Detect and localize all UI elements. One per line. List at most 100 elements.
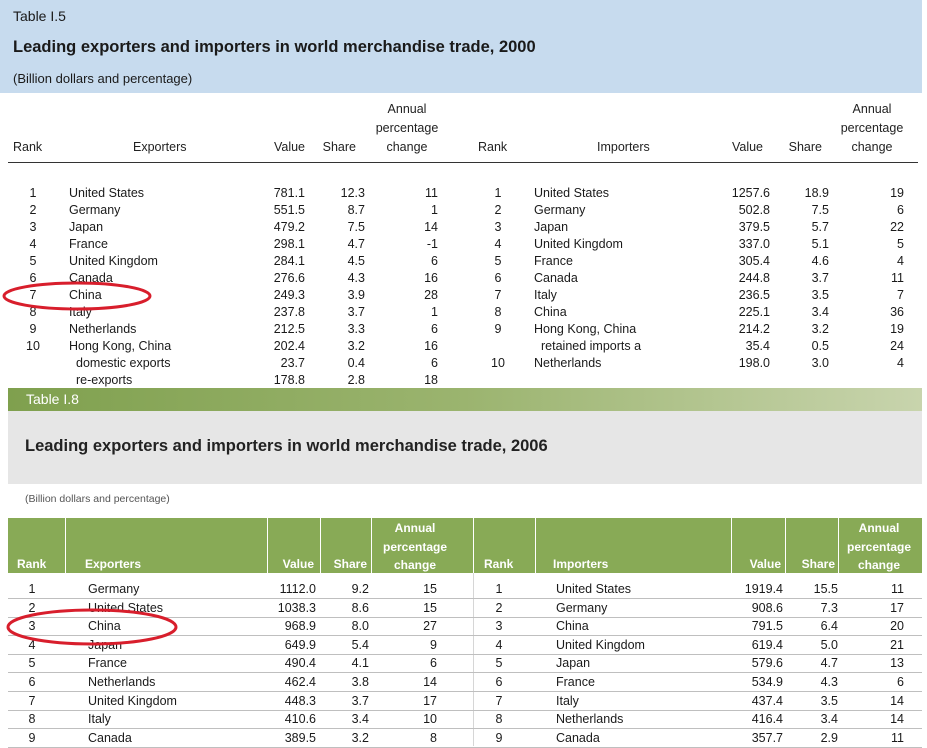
table-1-imp-change: 5	[897, 237, 904, 251]
table-1-exp-name: Hong Kong, China	[69, 339, 172, 353]
table-2-imp-change: 17	[890, 600, 904, 615]
table-1-exp-rank: 1	[29, 186, 37, 200]
table-1-exp-change: 28	[424, 288, 438, 302]
table-1-imp-share: 7.5	[811, 203, 829, 217]
table-2-exp-change: 27	[423, 619, 437, 634]
table-1-imp-value: 225.1	[738, 305, 770, 319]
table-1-exp-name: Germany	[69, 203, 121, 217]
table-2-imp-name: Netherlands	[556, 712, 624, 727]
t1-header-rank-exp: Rank	[13, 140, 43, 154]
table-2-imp-share: 3.5	[820, 693, 838, 708]
table-2-row-divider	[8, 709, 922, 711]
table-1-imp-share: 0.5	[811, 339, 829, 353]
table-2-unit-note: (Billion dollars and percentage)	[25, 493, 170, 505]
table-2-exp-change: 6	[430, 656, 437, 671]
table-2-exp-rank: 3	[28, 619, 36, 634]
t2-header-change-line3: change	[857, 558, 900, 572]
table-1-imp-name: retained imports a	[541, 339, 642, 353]
table-2-exp-name: United Kingdom	[88, 693, 177, 708]
table-2-exp-share: 9.2	[351, 582, 369, 596]
table-1-exp-value: 284.1	[273, 254, 305, 268]
t1-header-share-imp: Share	[788, 140, 822, 154]
table-1-exp-name: domestic exports	[76, 356, 171, 370]
table-2-imp-rank: 7	[495, 693, 503, 708]
table-1-imp-share: 18.9	[804, 186, 829, 200]
t1-header-exporters: Exporters	[133, 140, 187, 154]
table-1-imp-change: 11	[891, 271, 904, 285]
table-2-exp-change: 15	[423, 600, 437, 615]
column-divider	[838, 518, 839, 573]
table-2-exp-value: 389.5	[284, 730, 316, 745]
table-1-imp-name: Japan	[534, 220, 569, 234]
table-1-exp-change: 11	[425, 186, 438, 200]
table-1-imp-share: 3.0	[811, 356, 829, 370]
table-1-exp-change: 14	[424, 220, 438, 234]
table-1-imp-change: 19	[890, 186, 904, 200]
table-2-exp-name: China	[88, 619, 121, 634]
table-2-exp-rank: 1	[28, 582, 36, 596]
table-1-exp-name: re-exports	[76, 373, 133, 387]
table-2-exp-value: 448.3	[284, 693, 316, 708]
t2-header-rank-imp: Rank	[484, 557, 514, 571]
table-1-exp-share: 3.7	[347, 305, 365, 319]
table-2-exp-change: 9	[430, 637, 437, 652]
table-1-exp-rank: 2	[29, 203, 37, 217]
table-1-imp-rank: 7	[494, 288, 502, 302]
t2-header-share-exp: Share	[333, 557, 367, 571]
table-1-imp-change: 4	[897, 356, 904, 370]
table-1-imp-share: 3.2	[811, 322, 829, 336]
table-1-imp-value: 379.5	[738, 220, 770, 234]
table-2-exp-share: 8.0	[351, 619, 369, 634]
table-2-exp-rank: 6	[28, 675, 36, 689]
table-2-imp-name: Germany	[556, 600, 608, 615]
t1-header-change-line2: percentage	[375, 121, 439, 135]
table-1-exp-rank: 7	[29, 288, 37, 302]
table-1-exp-share: 3.9	[347, 288, 365, 302]
table-2-exp-rank: 8	[28, 712, 36, 727]
table-1-imp-value: 502.8	[738, 203, 770, 217]
table-2-imp-value: 437.4	[751, 693, 783, 708]
table-1-imp-rank: 5	[494, 254, 502, 268]
table-1-exp-rank: 9	[29, 322, 37, 336]
table-1-exp-change: 16	[424, 339, 438, 353]
table-1-imp-name: United States	[534, 186, 610, 200]
t2-header-rank-exp: Rank	[17, 557, 47, 571]
t2-header-exporters: Exporters	[85, 557, 142, 571]
table-2-imp-share: 7.3	[820, 600, 838, 615]
table-2-label-band	[8, 388, 922, 411]
t1-header-change-imp: Annual percentage change	[832, 100, 912, 157]
table-1-imp-change: 24	[890, 339, 904, 353]
table-2-imp-change: 11	[891, 730, 904, 745]
table-2-imp-rank: 9	[495, 730, 503, 745]
table-1-imp-name: Canada	[534, 271, 578, 285]
table-1-exp-change: 16	[424, 271, 438, 285]
table-2-imp-change: 14	[890, 693, 904, 708]
table-1-exp-rank: 3	[29, 220, 37, 234]
table-1-imp-value: 198.0	[738, 356, 770, 370]
table-1-exp-value: 479.2	[273, 220, 305, 234]
table-1-exp-change: 6	[431, 322, 438, 336]
table-1-exp-value: 237.8	[273, 305, 305, 319]
table-2-imp-share: 3.4	[820, 712, 838, 727]
table-1-exp-value: 298.1	[273, 237, 305, 251]
table-2-row-divider	[8, 598, 922, 599]
column-divider	[371, 518, 372, 573]
table-2-imp-name: China	[556, 619, 589, 634]
column-divider	[65, 518, 66, 573]
table-1-exp-share: 4.3	[347, 271, 365, 285]
table-1-exp-value: 276.6	[273, 271, 305, 285]
table-1-imp-share: 4.6	[811, 254, 829, 268]
table-1-imp-rank: 8	[494, 305, 502, 319]
table-2-exp-name: Japan	[88, 637, 123, 652]
table-2-imp-rank: 3	[495, 619, 503, 634]
table-2-label: Table I.8	[26, 391, 79, 407]
table-2-title: Leading exporters and importers in world…	[25, 437, 548, 455]
table-2-imp-name: Canada	[556, 730, 600, 745]
table-2-exp-name: France	[88, 656, 127, 671]
table-1-imp-rank: 9	[494, 322, 502, 336]
table-2-imp-value: 416.4	[751, 712, 783, 727]
table-2-imp-value: 1919.4	[744, 582, 783, 596]
t1-header-change-line2: percentage	[840, 121, 904, 135]
table-2-imp-rank: 4	[495, 637, 503, 652]
table-1-exp-name: Japan	[69, 220, 104, 234]
